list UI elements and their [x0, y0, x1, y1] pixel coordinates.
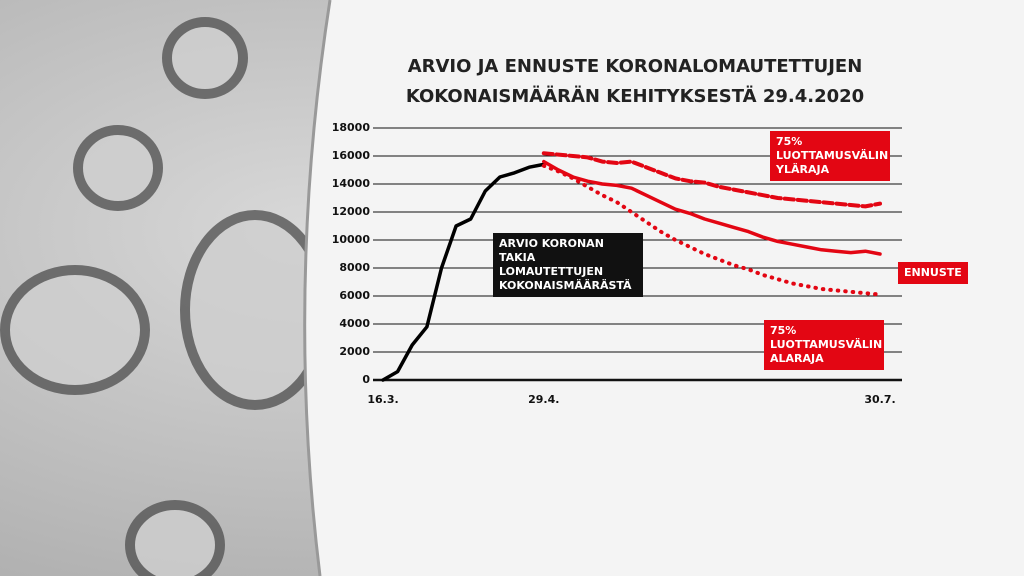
panel-edge	[303, 0, 332, 576]
y-tick-label: 18000	[332, 121, 371, 134]
series-label: 75% LUOTTAMUSVÄLIN ALARAJA	[764, 320, 884, 370]
series-line	[381, 162, 546, 382]
x-tick-label: 30.7.	[864, 393, 895, 406]
series-label: 75% LUOTTAMUSVÄLIN YLÄRAJA	[770, 131, 890, 181]
series-line	[542, 159, 882, 256]
y-tick-label: 6000	[339, 289, 370, 302]
y-tick-label: 12000	[332, 205, 371, 218]
series-line	[541, 151, 882, 209]
y-tick-label: 10000	[332, 233, 371, 246]
y-tick-label: 14000	[332, 177, 371, 190]
series-label: ENNUSTE	[898, 262, 968, 284]
y-tick-label: 2000	[339, 345, 370, 358]
virus-decoration	[0, 17, 330, 576]
series-label: ARVIO KORONAN TAKIA LOMAUTETTUJEN KOKONA…	[493, 233, 643, 297]
y-tick-label: 8000	[339, 261, 370, 274]
x-tick-label: 16.3.	[367, 393, 398, 406]
y-tick-label: 16000	[332, 149, 371, 162]
chart-title: ARVIO JA ENNUSTE KORONALOMAUTETTUJEN KOK…	[405, 56, 865, 107]
y-tick-label: 4000	[339, 317, 370, 330]
y-tick-label: 0	[362, 373, 370, 386]
series-line	[541, 163, 882, 297]
x-tick-label: 29.4.	[528, 393, 559, 406]
plot: 0 2000 4000 6000 8000 10000 12000 14000 16000 180…	[332, 121, 902, 406]
